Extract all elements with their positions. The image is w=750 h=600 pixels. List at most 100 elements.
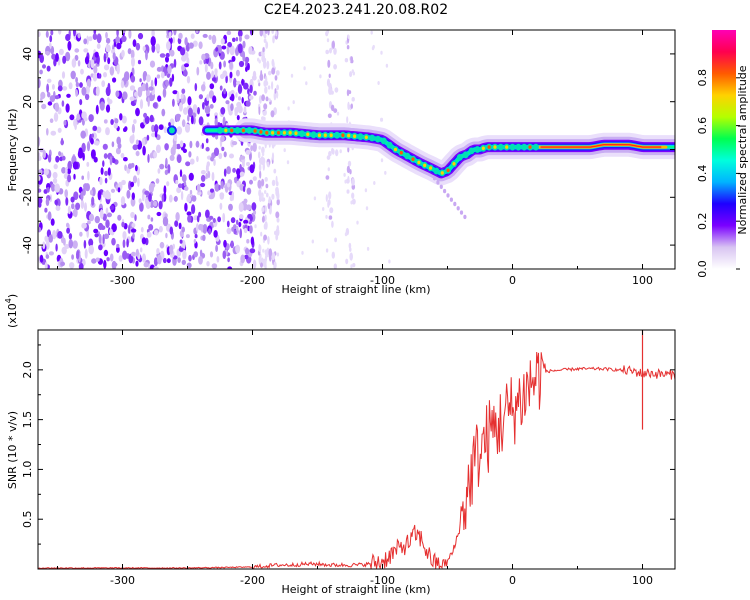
stripe-blob <box>271 67 276 75</box>
noise-blob <box>139 78 142 83</box>
noise-blob <box>52 171 58 179</box>
noise-blob <box>250 236 255 246</box>
noise-blob <box>103 249 109 257</box>
noise-blob <box>67 40 72 51</box>
stripe-blob <box>266 192 269 198</box>
stripe-blob <box>333 108 338 113</box>
ridge-blob <box>334 131 340 139</box>
noise-blob <box>218 184 221 191</box>
noise-blob <box>168 122 171 127</box>
noise-blob <box>42 64 46 69</box>
noise-blob <box>63 120 67 126</box>
noise-blob <box>211 171 215 182</box>
noise-blob <box>135 139 139 146</box>
noise-blob <box>176 126 183 135</box>
faint-blob <box>366 246 370 251</box>
noise-blob <box>148 193 152 202</box>
noise-blob <box>133 119 137 124</box>
noise-blob <box>38 152 41 157</box>
noise-blob <box>161 194 165 203</box>
noise-blob <box>93 65 98 74</box>
noise-blob <box>55 52 59 62</box>
stripe-blob <box>333 64 337 70</box>
stripe-blob <box>327 200 330 208</box>
noise-blob <box>247 213 253 219</box>
noise-blob <box>233 229 237 235</box>
noise-blob <box>132 175 138 184</box>
noise-blob <box>71 58 77 68</box>
faint-blob <box>264 190 267 194</box>
noise-blob <box>221 146 225 152</box>
noise-blob <box>90 149 96 160</box>
noise-blob <box>179 169 183 178</box>
noise-blob <box>80 199 85 209</box>
noise-blob <box>130 251 136 257</box>
faint-blob <box>350 264 353 269</box>
noise-blob <box>167 164 171 174</box>
noise-blob <box>74 122 77 130</box>
noise-blob <box>243 219 249 224</box>
noise-blob <box>178 102 183 112</box>
noise-blob <box>211 34 217 45</box>
noise-blob <box>226 166 232 175</box>
noise-blob <box>210 188 214 193</box>
noise-blob <box>57 85 63 92</box>
noise-blob <box>166 181 170 187</box>
noise-blob <box>52 230 57 240</box>
faint-blob <box>262 248 265 253</box>
noise-blob <box>109 156 113 166</box>
noise-blob <box>221 45 227 50</box>
noise-blob <box>231 141 238 146</box>
noise-blob <box>166 258 171 264</box>
noise-blob <box>132 232 135 239</box>
noise-blob <box>113 123 119 129</box>
ridge-blob-core <box>440 171 444 175</box>
stripe-blob <box>267 201 271 210</box>
stripe-blob <box>350 103 353 109</box>
stripe-blob <box>270 110 275 118</box>
noise-blob <box>44 51 50 55</box>
noise-blob <box>240 254 246 264</box>
noise-blob <box>176 187 182 194</box>
noise-blob <box>145 50 148 61</box>
noise-blob <box>121 115 127 124</box>
stripe-blob <box>328 82 332 90</box>
noise-blob <box>39 69 43 75</box>
noise-blob <box>48 251 55 256</box>
noise-blob <box>183 180 187 187</box>
noise-blob <box>206 94 210 102</box>
noise-blob <box>103 153 108 159</box>
noise-blob <box>157 168 161 174</box>
spectrogram-plot-area <box>38 30 675 269</box>
noise-blob <box>103 72 107 78</box>
noise-blob <box>239 155 246 160</box>
faint-blob <box>305 81 308 86</box>
noise-blob <box>190 115 194 125</box>
noise-blob <box>147 214 151 220</box>
stripe-blob <box>263 38 267 44</box>
stripe-blob <box>347 160 352 167</box>
ridge-blob-core <box>411 157 415 161</box>
noise-blob <box>118 255 123 262</box>
noise-blob <box>180 190 184 201</box>
noise-blob <box>55 205 61 211</box>
noise-blob <box>245 100 251 107</box>
ridge-blob-core <box>224 128 228 133</box>
noise-blob <box>142 145 146 156</box>
noise-blob <box>141 237 147 245</box>
stripe-blob <box>267 70 272 76</box>
noise-blob <box>104 170 108 177</box>
noise-blob <box>227 257 230 263</box>
noise-blob <box>54 183 60 193</box>
noise-blob <box>186 211 192 216</box>
stripe-blob <box>264 262 267 269</box>
noise-blob <box>79 231 83 237</box>
noise-blob <box>235 244 241 254</box>
noise-blob <box>252 259 257 269</box>
noise-blob <box>130 49 135 60</box>
noise-blob <box>49 118 54 123</box>
noise-blob <box>121 179 126 186</box>
ridge-blob <box>468 147 475 155</box>
noise-blob <box>165 52 170 58</box>
noise-blob <box>110 188 116 193</box>
